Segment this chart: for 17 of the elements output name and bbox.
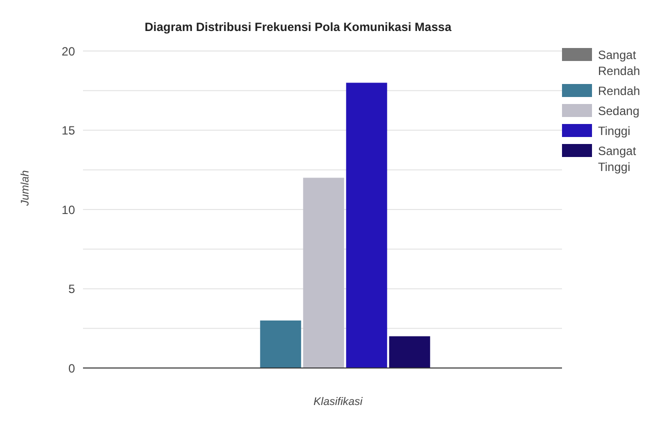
legend-label: Sedang	[598, 103, 640, 119]
y-tick-label: 15	[62, 124, 76, 138]
legend-label: Sangat Rendah	[598, 47, 642, 79]
chart-title: Diagram Distribusi Frekuensi Pola Komunikasi Massa	[144, 20, 452, 34]
y-tick-label: 20	[62, 44, 76, 58]
legend-label: Rendah	[598, 83, 642, 99]
bar	[260, 320, 302, 368]
y-tick-label: 0	[68, 361, 76, 376]
legend-label: Tinggi	[598, 123, 632, 139]
y-tick-label: 10	[62, 202, 76, 217]
bar	[303, 178, 344, 368]
bar	[346, 82, 388, 368]
y-axis-title: Jumlah	[20, 170, 32, 206]
legend-label: Sangat Tinggi	[598, 143, 638, 175]
bar	[389, 336, 430, 368]
y-tick-label: 5	[68, 282, 76, 296]
x-axis-title: Klasifikasi	[312, 396, 364, 408]
